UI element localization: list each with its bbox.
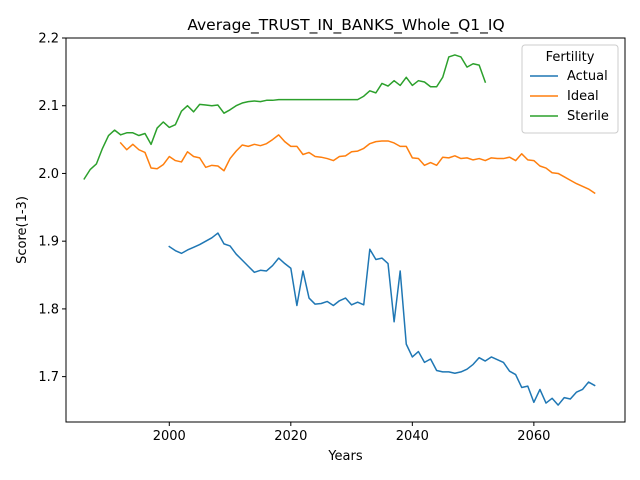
legend-label-sterile: Sterile bbox=[567, 109, 609, 124]
y-axis-title: Score(1-3) bbox=[15, 196, 30, 264]
chart-title: Average_TRUST_IN_BANKS_Whole_Q1_IQ bbox=[187, 16, 504, 35]
x-tick-label: 2040 bbox=[396, 429, 429, 444]
x-axis-ticks: 2000 2020 2040 2060 bbox=[153, 422, 550, 444]
plot-area bbox=[83, 54, 596, 406]
x-tick-label: 2020 bbox=[274, 429, 307, 444]
y-tick-label: 1.9 bbox=[38, 235, 59, 250]
series-line-sterile bbox=[83, 54, 487, 180]
legend-label-ideal: Ideal bbox=[567, 89, 599, 104]
y-tick-label: 1.7 bbox=[38, 370, 59, 385]
x-tick-label: 2060 bbox=[517, 429, 550, 444]
y-tick-label: 1.8 bbox=[38, 302, 59, 317]
legend-title: Fertility bbox=[546, 50, 595, 65]
x-tick-label: 2000 bbox=[153, 429, 186, 444]
y-tick-label: 2.2 bbox=[38, 32, 59, 47]
legend-box bbox=[521, 44, 619, 134]
y-axis-ticks: 1.7 1.8 1.9 2.0 2.1 2.2 bbox=[38, 32, 66, 385]
series-line-actual bbox=[168, 232, 596, 406]
x-axis-title: Years bbox=[327, 449, 363, 464]
series-line-ideal bbox=[119, 134, 596, 195]
legend: Fertility Actual Ideal Sterile bbox=[521, 44, 619, 134]
y-tick-label: 2.1 bbox=[38, 99, 59, 114]
legend-label-actual: Actual bbox=[567, 69, 608, 84]
y-tick-label: 2.0 bbox=[38, 167, 59, 182]
plot-frame bbox=[65, 37, 626, 423]
